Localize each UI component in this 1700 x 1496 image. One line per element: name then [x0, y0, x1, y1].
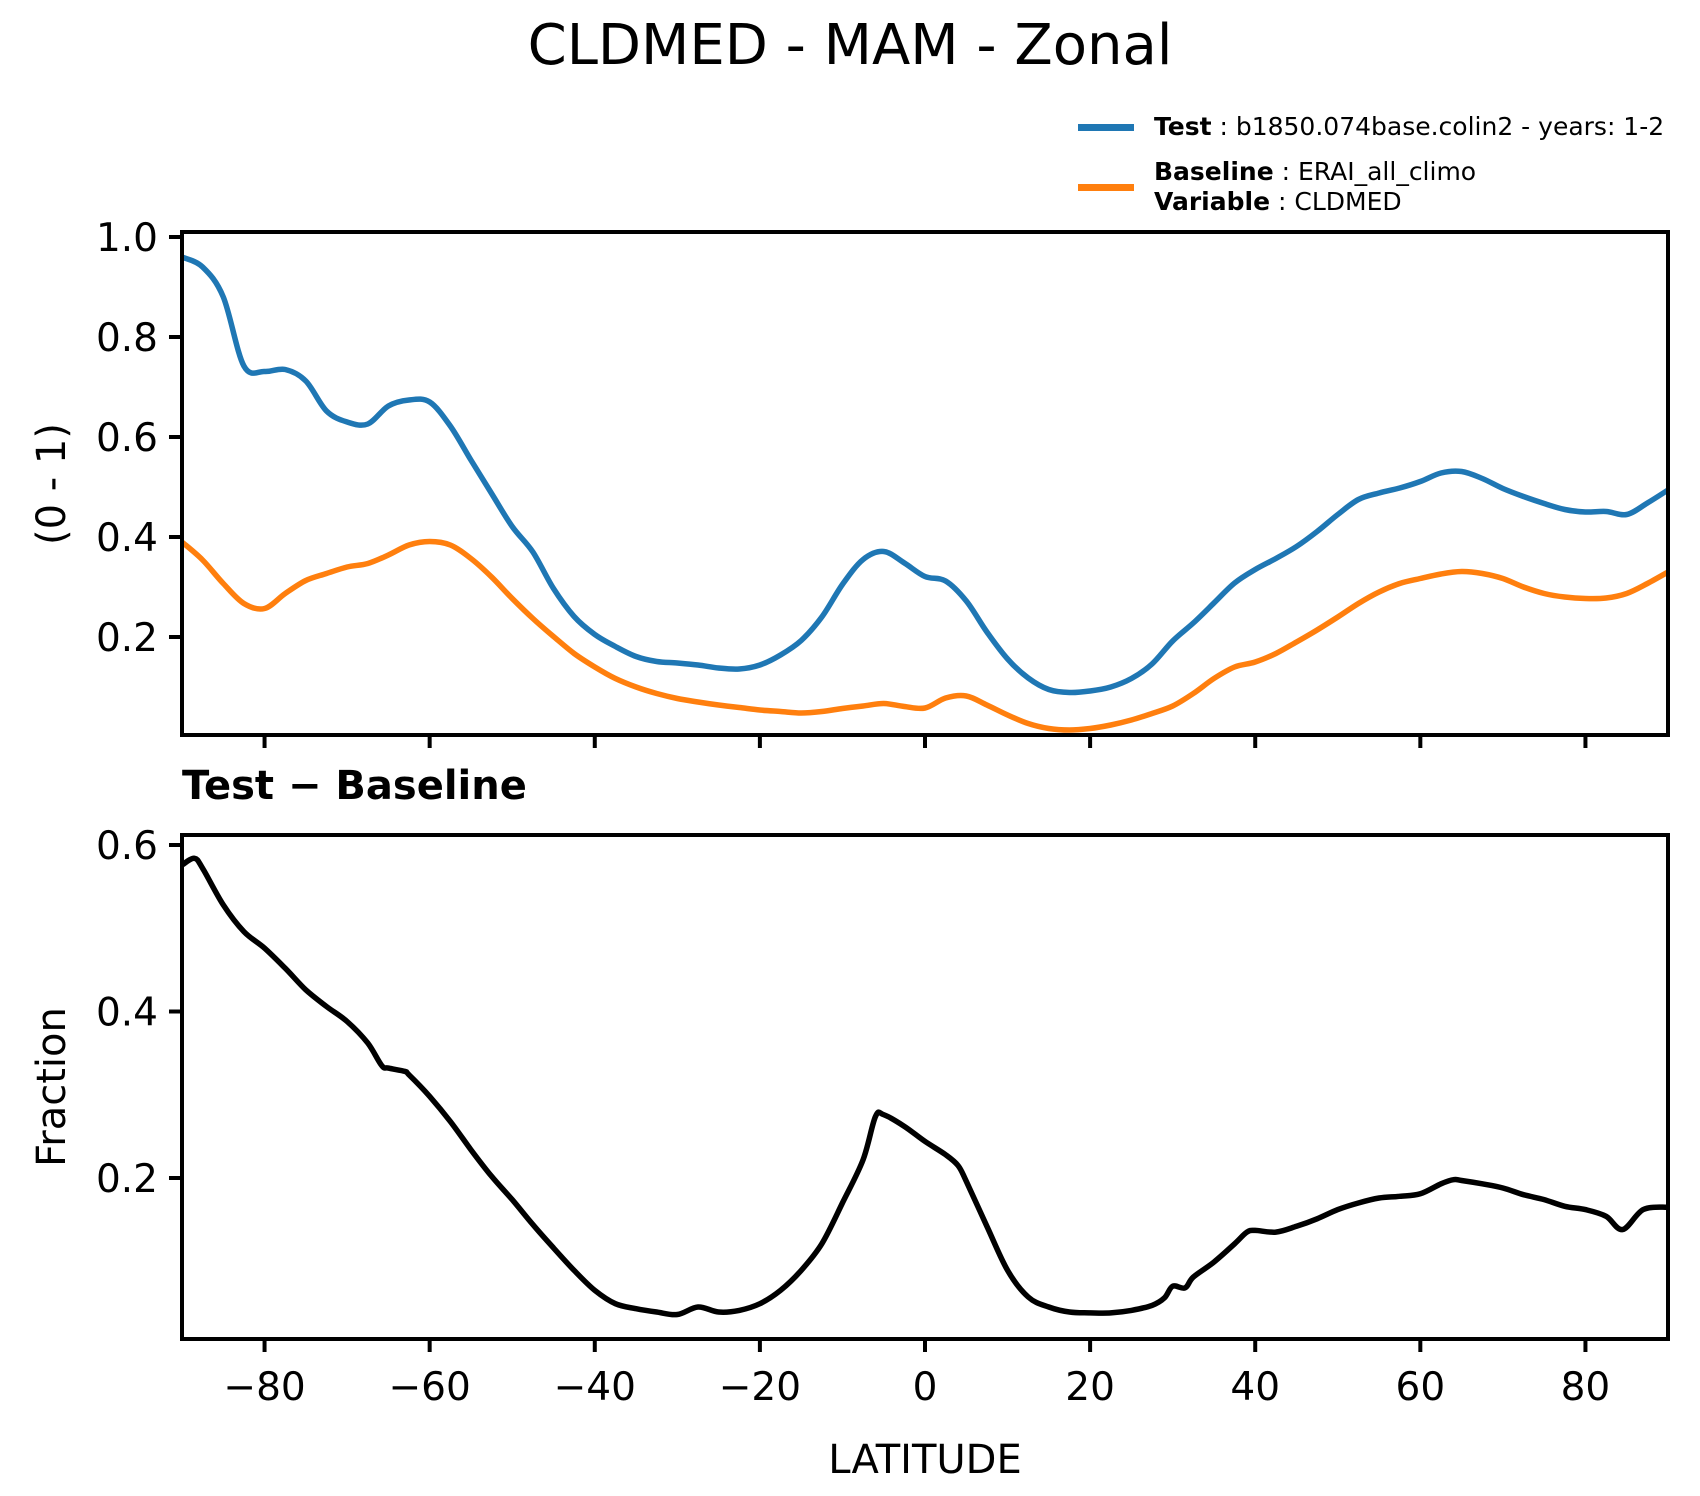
x-tick-label: −80: [223, 1365, 305, 1410]
x-tick-label: 0: [913, 1365, 938, 1410]
bottom-y-axis-label: Fraction: [29, 1007, 75, 1167]
baseline-line: [180, 538, 1670, 733]
y-tick-label: 0.4: [96, 516, 158, 561]
legend-label-baseline: Baseline : ERAI_all_climo Variable : CLDM…: [1154, 156, 1477, 217]
y-tick-label: 0.2: [96, 616, 158, 661]
y-tick-label: 0.6: [96, 824, 158, 869]
baseline-line-swatch: [1078, 183, 1134, 191]
legend-label-test: Test : b1850.074base.colin2 - years: 1-2: [1154, 112, 1665, 141]
chart-title: CLDMED - MAM - Zonal: [527, 13, 1173, 78]
axes-frame: [180, 230, 1670, 737]
top-y-axis-label: (0 - 1): [29, 423, 75, 545]
x-tick-label: 60: [1396, 1365, 1446, 1410]
x-tick-label: −40: [554, 1365, 636, 1410]
x-tick-label: 20: [1065, 1365, 1115, 1410]
legend-item-baseline: Baseline : ERAI_all_climo Variable : CLDM…: [1078, 157, 1664, 218]
test-line: [180, 254, 1670, 696]
y-tick-label: 0.4: [96, 991, 158, 1036]
x-tick-label: −60: [389, 1365, 471, 1410]
bottom-panel: −80 −60 −40 −20 0 20 40 60 80 0.6 0.4 0.2: [96, 824, 1670, 1410]
y-tick-label: 1.0: [96, 216, 158, 261]
x-axis-label: LATITUDE: [828, 1437, 1022, 1483]
y-tick-label: 0.8: [96, 316, 158, 361]
axes-frame: [180, 833, 1670, 1341]
y-tick-label: 0.6: [96, 416, 158, 461]
top-panel: 1.0 0.8 0.6 0.4 0.2: [96, 216, 1670, 748]
x-tick-label: 40: [1230, 1365, 1280, 1410]
test-line-swatch: [1078, 123, 1134, 131]
x-tick-label: 80: [1561, 1365, 1611, 1410]
x-tick-label: −20: [719, 1365, 801, 1410]
legend-item-test: Test : b1850.074base.colin2 - years: 1-2: [1078, 112, 1664, 143]
bottom-panel-title: Test − Baseline: [182, 763, 527, 809]
y-tick-label: 0.2: [96, 1157, 158, 1202]
difference-line: [180, 855, 1669, 1318]
legend: Test : b1850.074base.colin2 - years: 1-2…: [1078, 112, 1664, 218]
